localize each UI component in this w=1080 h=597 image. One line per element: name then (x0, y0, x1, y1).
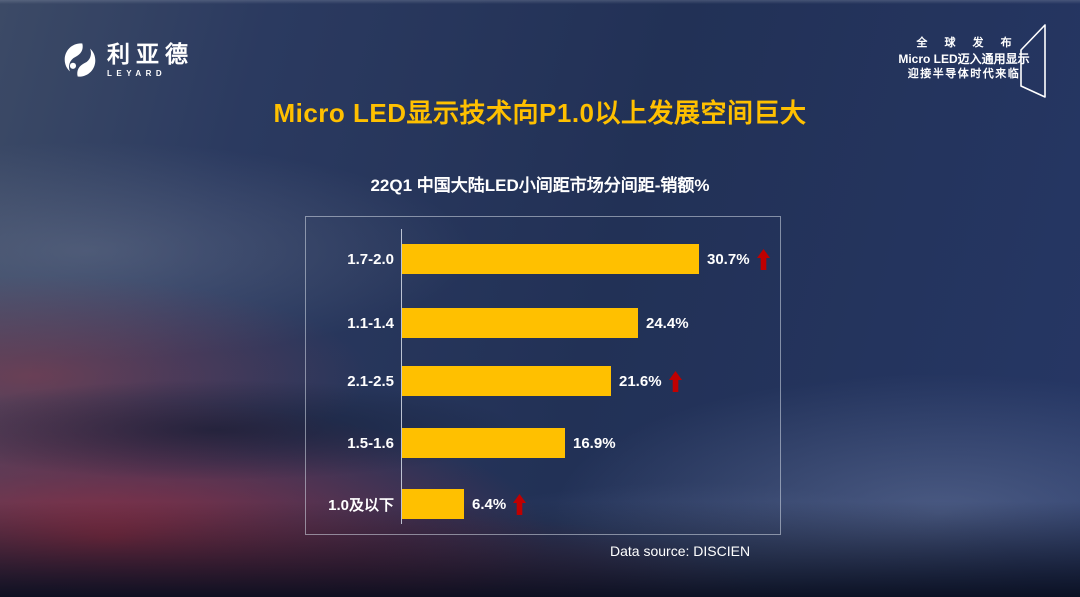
bar-value-label: 6.4% (472, 495, 507, 513)
up-arrow-icon (756, 248, 770, 270)
data-source-label: Data source: DISCIEN (610, 543, 751, 559)
bar-row: 1.7-2.0 30.7% (306, 244, 780, 274)
bar-row: 1.5-1.6 16.9% (306, 428, 780, 458)
bar-value-label: 16.9% (573, 434, 616, 452)
bar (402, 308, 638, 338)
bar (402, 428, 565, 458)
slogan-line-3: 迎接半导体时代来临 (907, 68, 1021, 81)
logo-brand-en: LEYARD (107, 68, 167, 78)
bar (402, 489, 464, 519)
bar-value-label: 24.4% (646, 314, 689, 332)
bar (402, 244, 699, 274)
leyard-swirl-icon (62, 42, 98, 78)
bar-category-label: 2.1-2.5 (347, 372, 394, 390)
chart-panel: 1.7-2.0 30.7% 1.1-1.4 24.4% 2.1-2.5 21.6% 1.5-… (305, 216, 781, 535)
bar-row: 1.1-1.4 24.4% (306, 308, 780, 338)
bar-row: 1.0及以下 6.4% (306, 489, 780, 519)
logo-brand-cn: 利亚德 (107, 40, 194, 67)
bar (402, 366, 611, 396)
bar-value-label: 21.6% (619, 372, 662, 390)
bar-category-label: 1.0及以下 (328, 496, 394, 514)
header-right-slogan: 全 球 发 布 Micro LED迈入通用显示 迎接半导体时代来临 (893, 36, 1035, 82)
bar-row: 2.1-2.5 21.6% (306, 366, 780, 396)
bar-category-label: 1.1-1.4 (347, 314, 394, 332)
up-arrow-icon (513, 493, 527, 515)
bar-category-label: 1.5-1.6 (347, 434, 394, 452)
leyard-logo: 利亚德 LEYARD (62, 42, 194, 78)
chart-title: 22Q1 中国大陆LED小间距市场分间距-销额% (370, 176, 710, 195)
slogan-line-2: Micro LED迈入通用显示 (898, 51, 1030, 66)
page-title: Micro LED显示技术向P1.0以上发展空间巨大 (273, 98, 807, 128)
up-arrow-icon (668, 370, 682, 392)
screen-outline-icon (1013, 21, 1051, 108)
bar-value-label: 30.7% (707, 250, 750, 268)
bar-category-label: 1.7-2.0 (347, 250, 394, 268)
y-axis-line (401, 229, 402, 524)
slogan-line-1: 全 球 发 布 (916, 37, 1019, 49)
